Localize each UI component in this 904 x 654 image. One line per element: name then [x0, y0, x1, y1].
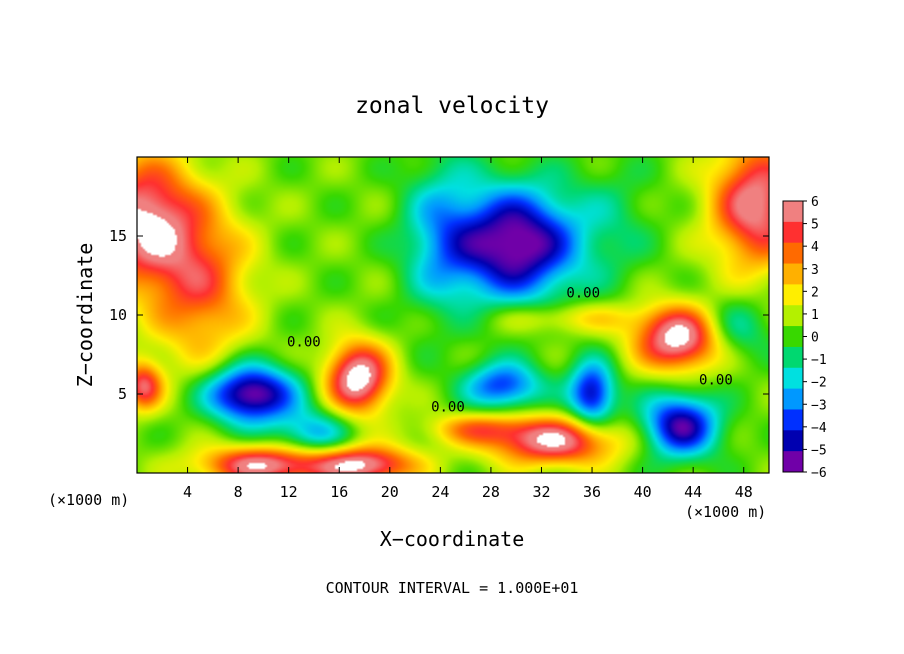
x-axis-label: X−coordinate — [380, 527, 525, 551]
contour-label: 0.00 — [431, 399, 465, 415]
colorbar-tick-label: 4 — [811, 240, 819, 255]
colorbar-swatch — [783, 326, 803, 348]
x-tick-label: 16 — [330, 483, 348, 501]
colorbar-swatch — [783, 346, 803, 369]
colorbar-tick-label: −4 — [811, 421, 827, 436]
colorbar-tick-label: −2 — [811, 376, 827, 391]
colorbar: 6 5 4 3 2 1 0 −1 −2 −3 −4 −5 −6 — [782, 195, 827, 481]
x-tick-label: 32 — [532, 483, 550, 501]
chart-title: zonal velocity — [355, 93, 549, 119]
colorbar-swatch — [783, 263, 803, 285]
contour-interval-note: CONTOUR INTERVAL = 1.000E+01 — [326, 579, 579, 597]
y-axis-ticks: 5 10 15 — [109, 227, 769, 403]
x-tick-label: 24 — [431, 483, 449, 501]
x-tick-label: 48 — [735, 483, 753, 501]
colorbar-swatch — [783, 451, 803, 473]
x-unit-left: (×1000 m) — [48, 491, 129, 509]
y-tick-label: 10 — [109, 306, 127, 324]
contour-label: 0.00 — [566, 286, 600, 302]
contour-label: 0.00 — [287, 335, 321, 351]
x-tick-label: 44 — [684, 483, 702, 501]
colorbar-swatch — [783, 305, 803, 327]
x-tick-label: 8 — [234, 483, 243, 501]
colorbar-tick-label: 3 — [811, 263, 819, 278]
x-unit-right: (×1000 m) — [685, 503, 766, 521]
plot-area: 0.000.000.000.00 4 8 12 16 20 24 28 32 36 40 44 48 … — [109, 156, 770, 501]
y-axis-label: Z−coordinate — [73, 243, 97, 388]
colorbar-tick-label: 1 — [811, 308, 819, 323]
x-tick-label: 28 — [482, 483, 500, 501]
colorbar-tick-label: 2 — [811, 285, 819, 300]
x-tick-label: 4 — [183, 483, 192, 501]
x-tick-label: 12 — [280, 483, 298, 501]
y-tick-label: 5 — [118, 385, 127, 403]
colorbar-tick-label: −1 — [811, 353, 827, 368]
contour-labels: 0.00 0.00 0.00 0.00 — [287, 286, 733, 416]
y-tick-label: 15 — [109, 227, 127, 245]
x-tick-label: 20 — [381, 483, 399, 501]
colorbar-tick-label: 0 — [811, 331, 819, 346]
x-tick-label: 36 — [583, 483, 601, 501]
x-axis-ticks: 4 8 12 16 20 24 28 32 36 40 44 48 — [183, 157, 753, 501]
colorbar-tick-label: 6 — [811, 195, 819, 210]
contour-label: 0.00 — [699, 373, 733, 389]
colorbar-tick-label: −6 — [811, 466, 827, 481]
colorbar-swatch — [783, 221, 803, 244]
colorbar-tick-label: 5 — [811, 218, 819, 233]
colorbar-swatch — [783, 201, 803, 223]
colorbar-swatch — [783, 409, 803, 431]
colorbar-swatch — [783, 284, 803, 306]
colorbar-swatch — [783, 367, 803, 390]
colorbar-tick-label: −3 — [811, 398, 827, 413]
colorbar-swatch — [783, 430, 803, 452]
colorbar-swatch — [783, 242, 803, 265]
x-tick-label: 40 — [634, 483, 652, 501]
colorbar-swatch — [783, 388, 803, 410]
colorbar-tick-label: −5 — [811, 443, 827, 458]
velocity-field — [137, 157, 769, 473]
